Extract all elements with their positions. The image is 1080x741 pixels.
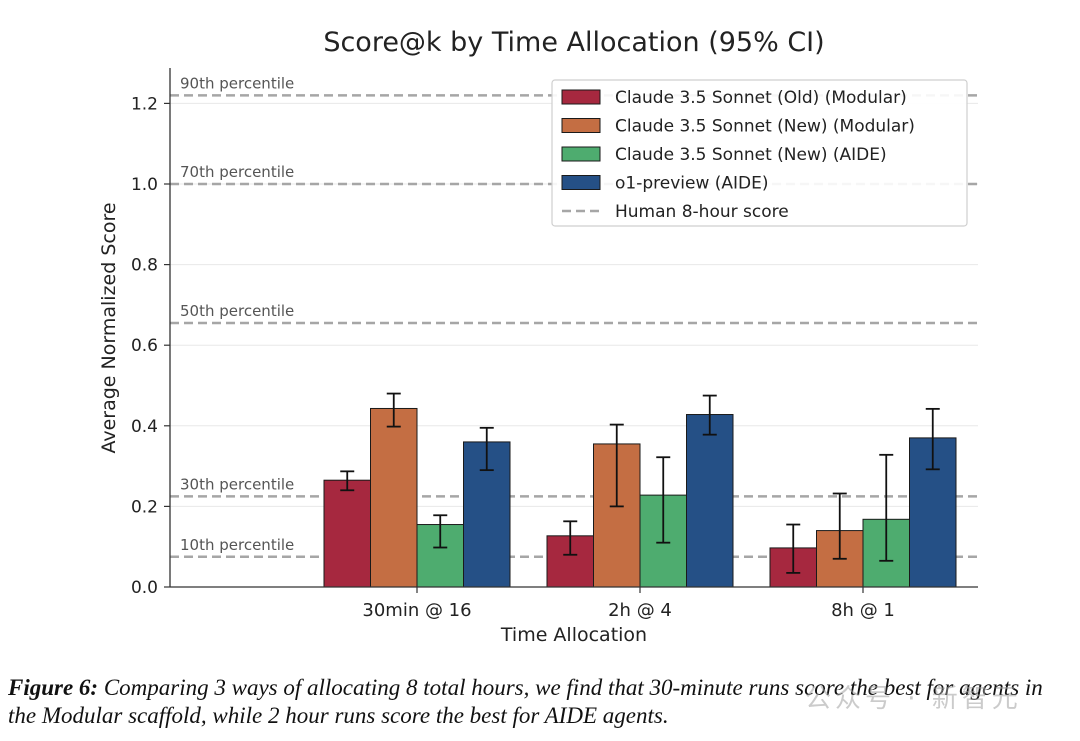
legend-swatch [561,118,601,133]
caption-text: Comparing 3 ways of allocating 8 total h… [8,675,1043,728]
bar-chart-svg: 90th percentile 70th percentile 50th perce… [98,27,978,646]
legend-label: o1-preview (AIDE) [615,174,769,194]
reference-line-label: 10th percentile [180,536,294,554]
legend-label: Claude 3.5 Sonnet (New) (AIDE) [615,145,887,165]
reference-line-label: 70th percentile [180,163,294,181]
watermark: 公众号 · 新智元 [805,684,1022,714]
reference-line-label: 90th percentile [180,74,294,92]
chart: 90th percentile 70th percentile 50th perce… [98,27,978,646]
chart-title: Score@k by Time Allocation (95% CI) [323,27,824,58]
x-tick-label: 2h @ 4 [608,600,672,621]
y-tick-label: 0.8 [131,256,158,276]
y-axis-label: Average Normalized Score [98,202,120,453]
legend-swatch [561,175,601,190]
y-tick-label: 1.0 [131,175,158,195]
x-axis-label: Time Allocation [500,624,647,646]
reference-line-label: 50th percentile [180,302,294,320]
x-tick-label: 30min @ 16 [362,600,471,621]
legend-label: Claude 3.5 Sonnet (New) (Modular) [615,117,915,137]
y-tick-label: 0.2 [131,497,158,517]
legend-swatch [561,146,601,162]
bar [370,407,418,588]
caption-label: Figure 6: [8,675,99,700]
y-tick-label: 0.4 [131,417,158,437]
x-tick-label: 8h @ 1 [831,600,895,621]
legend-label: Claude 3.5 Sonnet (Old) (Modular) [615,88,907,108]
y-tick-label: 0.0 [131,578,158,598]
reference-line-label: 30th percentile [180,475,294,493]
y-tick-label: 0.6 [131,336,158,356]
bar [323,479,371,588]
figure-caption: Figure 6: Comparing 3 ways of allocating… [8,674,1074,730]
legend-swatch [561,89,601,105]
bar [686,414,734,588]
legend-box [551,79,968,227]
y-tick-label: 1.2 [131,94,158,114]
legend-label: Human 8-hour score [615,202,789,222]
